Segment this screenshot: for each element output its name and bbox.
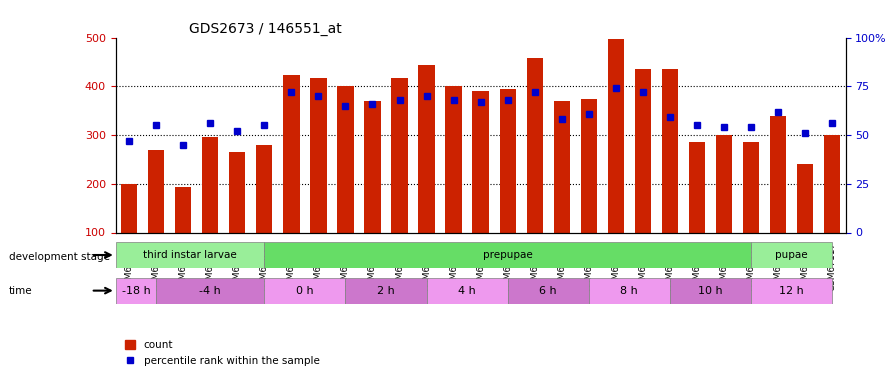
Bar (311, 78, 327, 232)
FancyBboxPatch shape (116, 278, 157, 304)
Bar (743, 142, 759, 232)
FancyBboxPatch shape (426, 278, 507, 304)
FancyBboxPatch shape (264, 242, 751, 268)
Bar (392, 78, 408, 232)
Text: prepupae: prepupae (482, 250, 532, 260)
FancyBboxPatch shape (751, 278, 832, 304)
Bar (283, 75, 300, 232)
Bar (770, 116, 786, 232)
Text: GDS2673 / 146551_at: GDS2673 / 146551_at (189, 22, 342, 36)
FancyBboxPatch shape (751, 242, 832, 268)
Bar (202, 138, 218, 232)
Bar (230, 152, 246, 232)
Bar (661, 69, 678, 232)
Bar (446, 86, 462, 232)
Legend: count, percentile rank within the sample: count, percentile rank within the sample (121, 336, 324, 370)
Bar (797, 164, 813, 232)
Text: development stage: development stage (9, 252, 109, 262)
Bar (580, 99, 597, 232)
Text: -18 h: -18 h (122, 286, 150, 296)
Bar (554, 101, 570, 232)
FancyBboxPatch shape (157, 278, 264, 304)
Bar (418, 65, 434, 232)
Bar (689, 142, 705, 232)
Text: time: time (9, 286, 33, 296)
Text: 0 h: 0 h (296, 286, 313, 296)
Bar (824, 135, 840, 232)
Bar (608, 39, 624, 232)
FancyBboxPatch shape (507, 278, 588, 304)
Bar (337, 86, 353, 232)
Text: 12 h: 12 h (779, 286, 804, 296)
Bar (716, 135, 732, 232)
Bar (473, 91, 489, 232)
FancyBboxPatch shape (670, 278, 751, 304)
Bar (175, 187, 191, 232)
Text: 6 h: 6 h (539, 286, 557, 296)
Text: 8 h: 8 h (620, 286, 638, 296)
Bar (148, 150, 165, 232)
Bar (121, 184, 137, 232)
Text: pupae: pupae (775, 250, 808, 260)
Bar (256, 145, 272, 232)
Bar (635, 69, 651, 232)
Bar (527, 58, 543, 232)
Text: third instar larvae: third instar larvae (143, 250, 237, 260)
Text: -4 h: -4 h (199, 286, 222, 296)
FancyBboxPatch shape (588, 278, 670, 304)
Bar (364, 101, 381, 232)
FancyBboxPatch shape (264, 278, 345, 304)
Text: 10 h: 10 h (698, 286, 723, 296)
Bar (499, 89, 515, 232)
Text: 4 h: 4 h (458, 286, 476, 296)
Text: 2 h: 2 h (377, 286, 395, 296)
FancyBboxPatch shape (116, 242, 264, 268)
FancyBboxPatch shape (345, 278, 426, 304)
